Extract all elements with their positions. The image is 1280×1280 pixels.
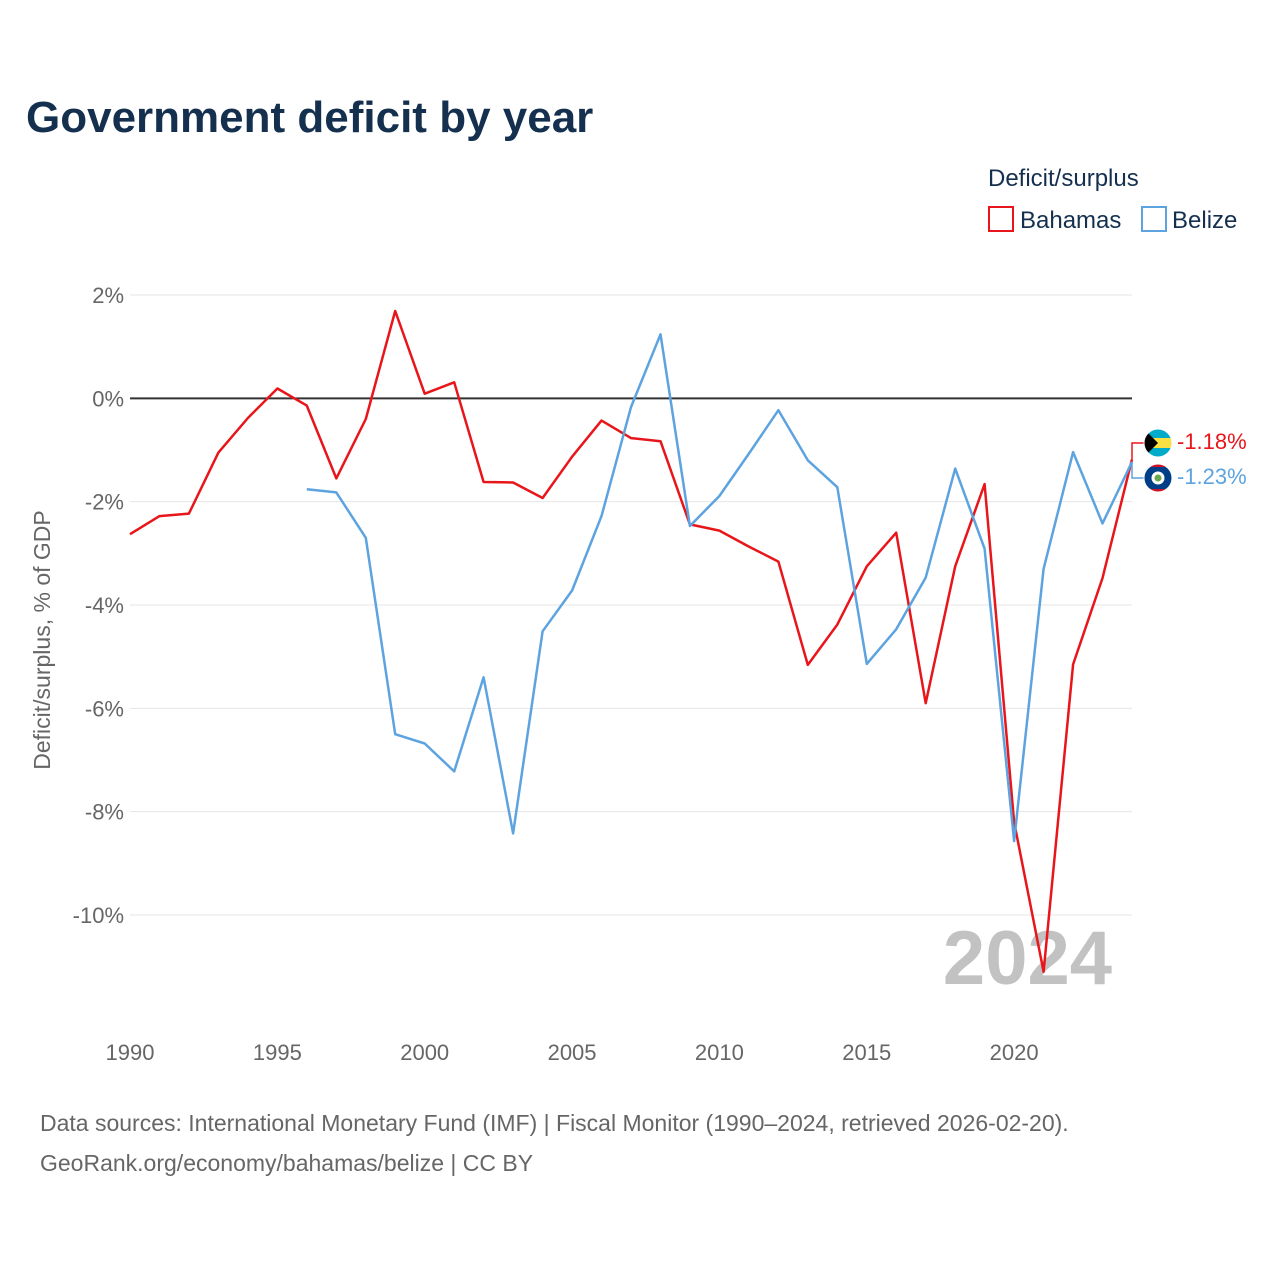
legend-label-belize: Belize	[1172, 207, 1237, 234]
y-tick-label: -6%	[85, 696, 124, 721]
bahamas-flag-icon	[1143, 428, 1173, 458]
y-axis-ticks: 2% 0% -2% -4% -6% -8% -10%	[73, 283, 124, 928]
end-connector-bahamas	[1131, 442, 1144, 460]
x-tick-label: 1995	[253, 1040, 302, 1065]
end-label-belize: -1.23%	[1177, 464, 1247, 489]
y-tick-label: 0%	[92, 386, 124, 411]
legend-title: Deficit/surplus	[988, 165, 1139, 192]
x-tick-label: 2005	[548, 1040, 597, 1065]
source-line-1: Data sources: International Monetary Fun…	[40, 1110, 1069, 1136]
chart-title: Government deficit by year	[26, 93, 593, 142]
y-tick-label: -2%	[85, 490, 124, 515]
legend-swatch-belize	[1141, 206, 1167, 232]
legend-label-bahamas: Bahamas	[1020, 207, 1121, 234]
y-axis-title: Deficit/surplus, % of GDP	[29, 510, 55, 769]
x-tick-label: 2000	[400, 1040, 449, 1065]
x-axis-ticks: 1990 1995 2000 2005 2010 2015 2020	[106, 1040, 1039, 1065]
year-watermark: 2024	[943, 916, 1112, 1001]
x-tick-label: 2015	[842, 1040, 891, 1065]
end-connector-belize	[1131, 461, 1144, 479]
y-tick-label: -8%	[85, 800, 124, 825]
y-tick-label: 2%	[92, 283, 124, 308]
series-line-belize	[306, 333, 1134, 843]
belize-flag-icon	[1143, 463, 1173, 493]
y-tick-label: -4%	[85, 593, 124, 618]
grid	[130, 294, 1132, 916]
series-line-bahamas	[129, 309, 1134, 974]
end-label-bahamas: -1.18%	[1177, 429, 1247, 454]
x-tick-label: 1990	[106, 1040, 155, 1065]
x-tick-label: 2010	[695, 1040, 744, 1065]
y-tick-label: -10%	[73, 903, 124, 928]
source-line-2: GeoRank.org/economy/bahamas/belize | CC …	[40, 1150, 533, 1176]
x-tick-label: 2020	[990, 1040, 1039, 1065]
legend: Deficit/surplus Bahamas Belize	[988, 165, 1237, 234]
legend-swatch-bahamas	[988, 206, 1014, 232]
